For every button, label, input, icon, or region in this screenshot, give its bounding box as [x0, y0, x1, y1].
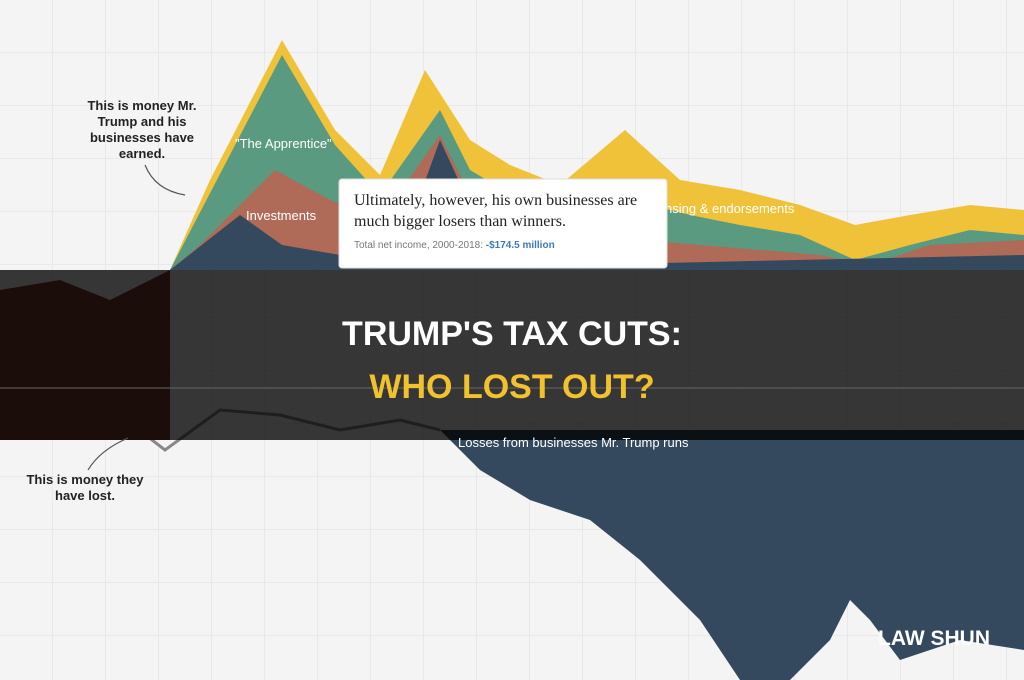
- label-losses: Losses from businesses Mr. Trump runs: [458, 435, 689, 450]
- annotation-lost: This is money they have lost.: [26, 472, 144, 503]
- callout-caption: Total net income, 2000-2018: -$174.5 mil…: [354, 240, 654, 251]
- label-investments: Investments: [246, 208, 317, 223]
- arrow: [87, 437, 129, 471]
- title-band: [0, 270, 1024, 440]
- callout-text: Ultimately, however, his own businesses …: [354, 192, 638, 230]
- label-apprentice: "The Apprentice": [235, 136, 332, 151]
- annotation-line: Trump and his: [98, 114, 187, 129]
- caption: Total net income, 2000-2018:: [354, 240, 483, 251]
- area-navy-top: [170, 140, 1024, 270]
- annotation-line: businesses have: [90, 130, 194, 145]
- callout: Ultimately, however, his own businesses …: [354, 192, 654, 251]
- amount: -$174.5 million: [485, 240, 555, 251]
- label-licensing: nsing & endorsements: [665, 201, 795, 216]
- title-line2: WHO LOST OUT?: [369, 368, 654, 406]
- callout-box: [338, 178, 668, 269]
- annotation-text: This is money Mr.: [87, 98, 196, 113]
- annotation-earned: This is money Mr. Trump and his businesses…: [87, 98, 196, 161]
- annotation-lost-box: This is money they have lost.: [26, 472, 144, 503]
- arrow: [144, 164, 186, 196]
- annotation-line: earned.: [119, 146, 165, 161]
- area-navy-bottom: [440, 430, 1024, 680]
- watermark: LAW SHUN: [878, 627, 990, 650]
- title-line1: TRUMP'S TAX CUTS:: [342, 315, 682, 353]
